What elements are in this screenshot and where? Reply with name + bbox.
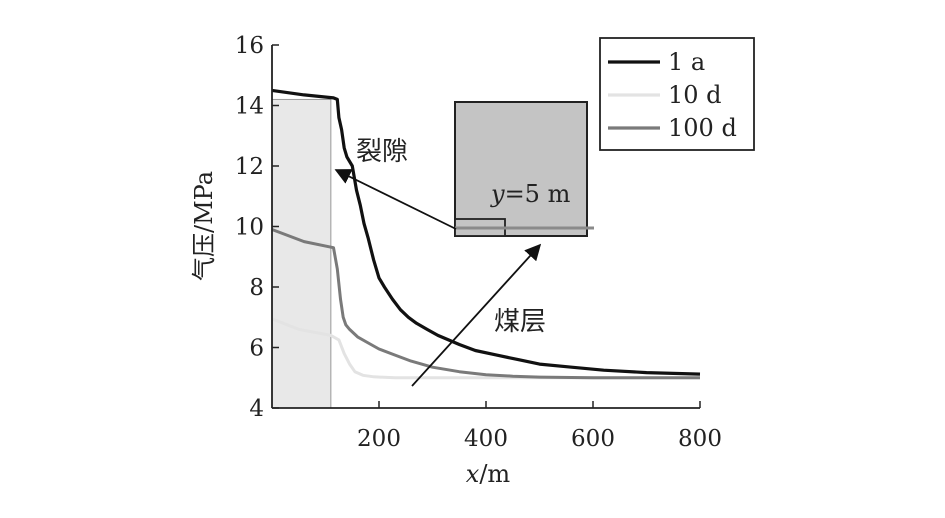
inset-label-value: =5 m	[505, 180, 571, 208]
y-tick-label: 12	[235, 154, 264, 180]
axes: 4 6 8 10 12 14 16 200 400 600 800	[235, 33, 722, 452]
fracture-annotation: 裂隙	[356, 137, 408, 167]
inset-label-var: y	[490, 180, 505, 208]
coal-seam-annotation: 煤层	[494, 307, 546, 337]
legend-label: 10 d	[668, 81, 722, 109]
series-line-1a	[271, 88, 701, 376]
x-tick-label: 800	[678, 426, 722, 452]
fracture-arrow	[334, 169, 457, 230]
x-tick-label: 200	[357, 426, 401, 452]
x-axis-label: x/m	[466, 460, 511, 488]
y-tick-label: 14	[235, 94, 264, 120]
y-tick-label: 8	[249, 275, 264, 301]
x-axis-var: x	[466, 460, 480, 488]
inset-schematic: y=5 m	[454, 101, 594, 237]
legend-label: 1 a	[668, 48, 705, 76]
y-tick-label: 16	[235, 33, 264, 59]
y-tick-label: 6	[249, 336, 264, 362]
x-tick-label: 400	[464, 426, 508, 452]
legend: 1 a 10 d 100 d	[599, 37, 755, 151]
series-layer	[271, 88, 701, 380]
coal-seam-arrow	[411, 243, 542, 387]
legend-label: 100 d	[668, 114, 737, 142]
y-tick-label: 4	[249, 396, 264, 422]
fracture-zone	[271, 98, 332, 409]
x-axis-unit: /m	[479, 460, 510, 488]
y-tick-label: 10	[235, 215, 264, 241]
inset-label: y=5 m	[490, 180, 571, 208]
series-line-100d	[271, 228, 700, 380]
inset-box	[454, 101, 588, 237]
x-tick-label: 600	[571, 426, 615, 452]
series-line-10d	[271, 317, 700, 380]
y-axis-label: 气压/MPa	[190, 171, 218, 281]
